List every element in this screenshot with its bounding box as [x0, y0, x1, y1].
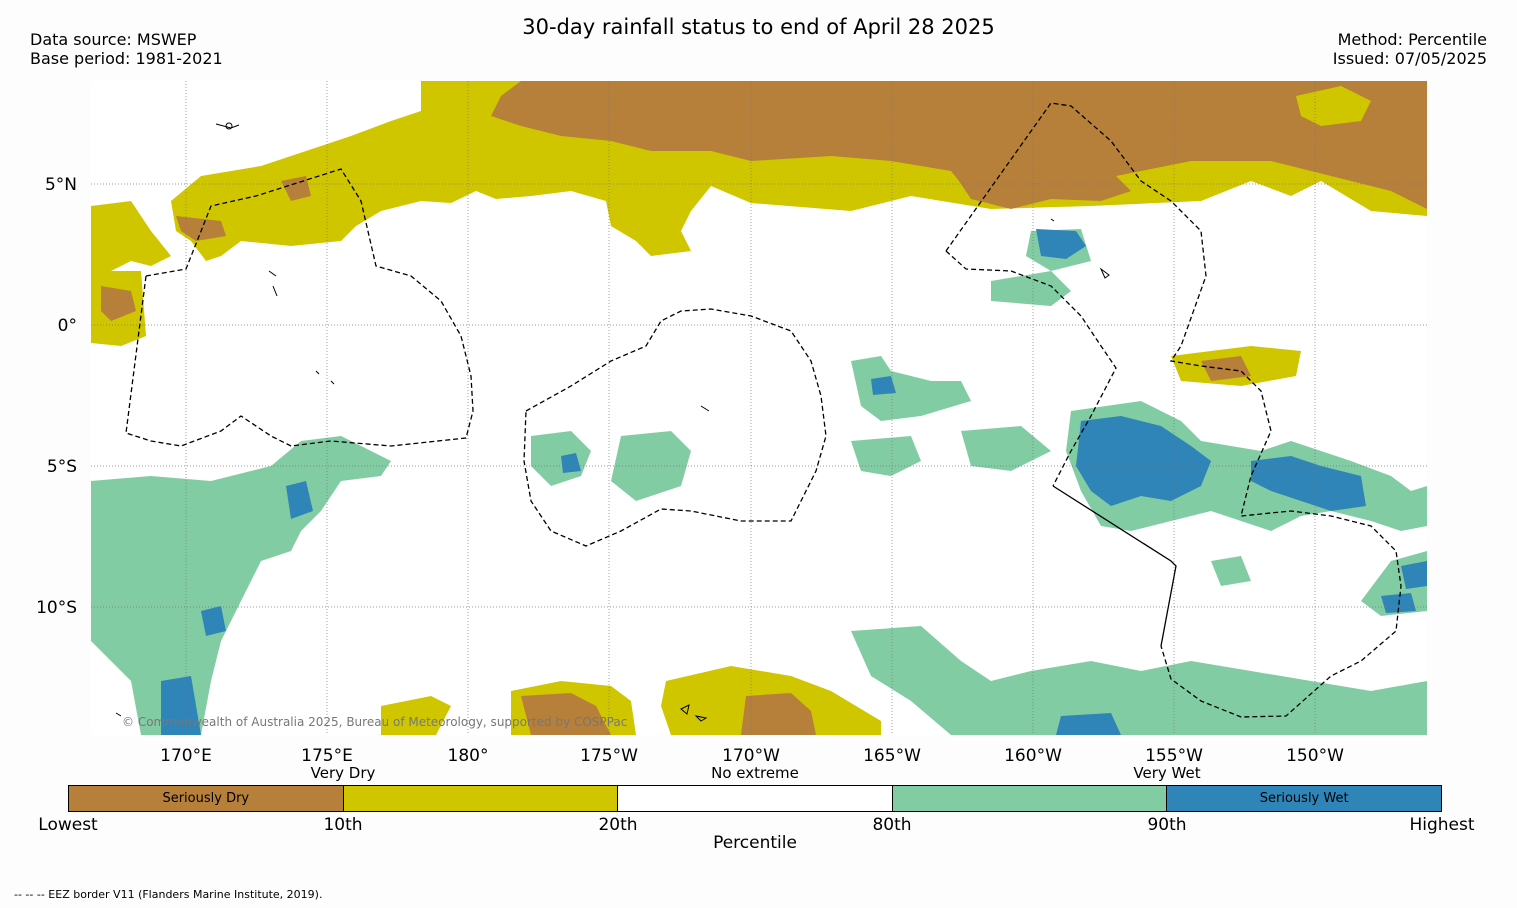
- header-right: Method: Percentile Issued: 07/05/2025: [1333, 30, 1487, 68]
- legend-segment-seriously-wet: Seriously Wet: [1167, 786, 1441, 811]
- lat-label-5n: 5°N: [44, 175, 77, 195]
- dry-region-north: [91, 81, 1427, 386]
- lon-label-170w: 170°W: [722, 746, 780, 766]
- header-left: Data source: MSWEP Base period: 1981-202…: [30, 30, 223, 68]
- legend-tick-20th: 20th: [598, 815, 638, 835]
- dry-region-south: [381, 666, 881, 735]
- rainfall-map: [91, 81, 1427, 735]
- legend-segment-very-wet: [892, 786, 1168, 811]
- lon-label-155w: 155°W: [1145, 746, 1203, 766]
- legend-segment-very-dry: [343, 786, 619, 811]
- lon-label-150w: 150°W: [1286, 746, 1344, 766]
- data-source-text: Data source: MSWEP: [30, 30, 197, 49]
- seriously-wet-region: [161, 229, 1427, 735]
- graticule: [91, 81, 1427, 735]
- lon-label-170e: 170°E: [160, 746, 212, 766]
- legend-segment-no-extreme: [618, 786, 893, 811]
- legend-colorbar: Seriously Dry Seriously Wet: [68, 785, 1442, 812]
- legend-tick-lowest: Lowest: [38, 815, 98, 835]
- copyright-text: © Commonwealth of Australia 2025, Bureau…: [122, 715, 628, 729]
- map-title: 30-day rainfall status to end of April 2…: [522, 15, 995, 39]
- base-period-text: Base period: 1981-2021: [30, 49, 223, 68]
- legend-tick-highest: Highest: [1409, 815, 1475, 835]
- islands: [115, 122, 1110, 722]
- lon-label-175w: 175°W: [580, 746, 638, 766]
- lat-label-10s: 10°S: [36, 598, 77, 618]
- lon-label-160w: 160°W: [1004, 746, 1062, 766]
- legend-very-dry-label: Very Dry: [310, 764, 376, 782]
- legend-axis-label: Percentile: [713, 833, 797, 853]
- issued-text: Issued: 07/05/2025: [1332, 49, 1487, 68]
- legend-no-extreme-label: No extreme: [711, 764, 799, 782]
- method-text: Method: Percentile: [1337, 30, 1487, 49]
- legend-segment-seriously-dry: Seriously Dry: [69, 786, 344, 811]
- legend-tick-80th: 80th: [872, 815, 912, 835]
- lat-label-5s: 5°S: [46, 457, 77, 477]
- legend-tick-90th: 90th: [1147, 815, 1187, 835]
- lon-label-180: 180°: [447, 746, 489, 766]
- legend-very-wet-label: Very Wet: [1133, 764, 1201, 782]
- eez-footnote: -- -- -- EEZ border V11 (Flanders Marine…: [14, 888, 323, 901]
- legend-tick-10th: 10th: [323, 815, 363, 835]
- eez-solid-border: [1052, 485, 1177, 647]
- eez-borders: [125, 102, 1402, 718]
- lat-label-0: 0°: [57, 316, 77, 336]
- lon-label-165w: 165°W: [863, 746, 921, 766]
- lon-label-175e: 175°E: [301, 746, 353, 766]
